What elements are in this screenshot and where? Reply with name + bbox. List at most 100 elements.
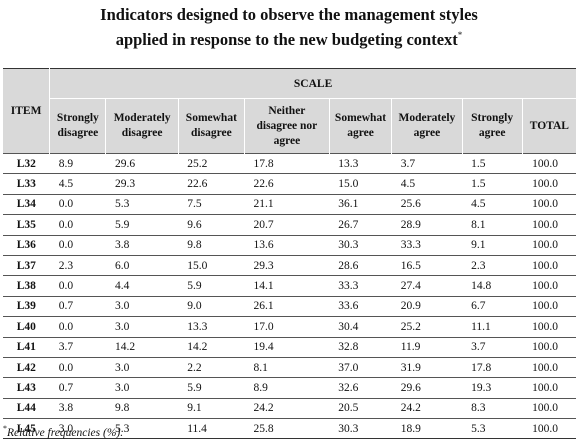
column-header: Neither disagree nor agree — [244, 98, 330, 154]
value-cell: 32.6 — [329, 377, 392, 399]
value-cell: 21.1 — [244, 193, 330, 215]
value-cell: 9.1 — [178, 397, 245, 419]
value-cell: 9.8 — [105, 397, 179, 419]
total-cell: 100.0 — [522, 152, 576, 174]
table-title-footnote-marker: * — [457, 30, 463, 40]
value-cell: 18.9 — [391, 418, 463, 440]
column-header-line: disagree — [57, 127, 99, 139]
value-cell: 17.8 — [244, 152, 330, 174]
value-cell: 5.3 — [105, 193, 179, 215]
value-cell: 33.6 — [329, 295, 392, 317]
item-cell: L38 — [3, 275, 50, 297]
value-cell: 9.6 — [178, 214, 245, 236]
value-cell: 17.0 — [244, 316, 330, 338]
value-cell: 6.7 — [462, 295, 523, 317]
value-cell: 33.3 — [391, 234, 463, 256]
table-row: L43 0.7 3.0 5.9 8.9 32.6 29.6 19.3 100.0 — [3, 377, 576, 399]
value-cell: 32.8 — [329, 336, 392, 358]
value-cell: 3.0 — [105, 356, 179, 378]
item-cell: L45 — [3, 418, 50, 440]
column-header-line: Neither — [268, 104, 306, 117]
value-cell: 31.9 — [391, 356, 463, 378]
scale-header: SCALE — [49, 68, 576, 99]
value-cell: 11.9 — [391, 336, 463, 358]
total-cell: 100.0 — [522, 234, 576, 256]
value-cell: 30.4 — [329, 316, 392, 338]
item-cell: L36 — [3, 234, 50, 256]
table-title-line-1: Indicators designed to observe the manag… — [100, 5, 478, 24]
value-cell: 0.0 — [49, 234, 106, 256]
value-cell: 14.8 — [462, 275, 523, 297]
value-cell: 20.5 — [329, 397, 392, 419]
value-cell: 33.3 — [329, 275, 392, 297]
column-header-line: agree — [413, 127, 441, 139]
value-cell: 0.0 — [49, 316, 106, 338]
item-cell: L32 — [3, 152, 50, 174]
value-cell: 25.8 — [244, 418, 330, 440]
item-cell: L33 — [3, 173, 50, 195]
value-cell: 9.0 — [178, 295, 245, 317]
value-cell: 3.8 — [105, 234, 179, 256]
value-cell: 29.6 — [391, 377, 463, 399]
column-header: Moderately agree — [391, 98, 463, 154]
value-cell: 0.0 — [49, 193, 106, 215]
column-header-line: Strongly — [56, 112, 99, 124]
value-cell: 0.0 — [49, 275, 106, 297]
item-cell: L34 — [3, 193, 50, 215]
table-title: Indicators designed to observe the manag… — [0, 4, 578, 49]
value-cell: 15.0 — [329, 173, 392, 195]
table-row: L45 3.0 5.3 11.4 25.8 30.3 18.9 5.3 100.0 — [3, 418, 576, 440]
value-cell: 30.3 — [329, 234, 392, 256]
column-header: Strongly agree — [462, 98, 523, 154]
value-cell: 8.1 — [462, 214, 523, 236]
table-title-line-2-text: applied in response to the new budgeting… — [115, 30, 458, 49]
value-cell: 20.9 — [391, 295, 463, 317]
value-cell: 4.5 — [391, 173, 463, 195]
value-cell: 0.7 — [49, 377, 106, 399]
value-cell: 8.9 — [244, 377, 330, 399]
column-header: Somewhat agree — [329, 98, 393, 154]
total-cell: 100.0 — [522, 336, 576, 358]
total-cell: 100.0 — [522, 295, 576, 317]
value-cell: 9.8 — [178, 234, 245, 256]
value-cell: 14.2 — [178, 336, 245, 358]
value-cell: 29.6 — [105, 152, 179, 174]
value-cell: 25.6 — [391, 193, 463, 215]
value-cell: 19.4 — [244, 336, 330, 358]
column-header-line: Somewhat — [185, 112, 237, 124]
value-cell: 6.0 — [105, 254, 179, 276]
value-cell: 2.2 — [178, 356, 245, 378]
value-cell: 19.3 — [462, 377, 523, 399]
value-cell: 13.3 — [178, 316, 245, 338]
value-cell: 22.6 — [178, 173, 245, 195]
table-row: L32 8.9 29.6 25.2 17.8 13.3 3.7 1.5 100.0 — [3, 152, 576, 174]
value-cell: 22.6 — [244, 173, 330, 195]
value-cell: 29.3 — [105, 173, 179, 195]
total-cell: 100.0 — [522, 173, 576, 195]
value-cell: 13.3 — [329, 152, 392, 174]
value-cell: 5.3 — [105, 418, 179, 440]
value-cell: 20.7 — [244, 214, 330, 236]
table-row: L35 0.0 5.9 9.6 20.7 26.7 28.9 8.1 100.0 — [3, 214, 576, 236]
column-header-line: agree — [273, 134, 301, 147]
item-cell: L43 — [3, 377, 50, 399]
table-row: L42 0.0 3.0 2.2 8.1 37.0 31.9 17.8 100.0 — [3, 356, 576, 378]
value-cell: 8.9 — [49, 152, 106, 174]
column-header-line: disagree nor — [256, 119, 318, 132]
item-cell: L35 — [3, 214, 50, 236]
value-cell: 8.1 — [244, 356, 330, 378]
value-cell: 3.7 — [462, 336, 523, 358]
footnote-marker: * — [3, 424, 7, 433]
value-cell: 30.3 — [329, 418, 392, 440]
value-cell: 11.1 — [462, 316, 523, 338]
value-cell: 4.5 — [462, 193, 523, 215]
item-cell: L39 — [3, 295, 50, 317]
total-cell: 100.0 — [522, 193, 576, 215]
value-cell: 5.9 — [105, 214, 179, 236]
column-header: Moderately disagree — [105, 98, 179, 154]
frequency-table: ITEM SCALE Strongly disagree Moderately dis… — [3, 68, 576, 440]
table-row: L39 0.7 3.0 9.0 26.1 33.6 20.9 6.7 100.0 — [3, 295, 576, 317]
column-header: Strongly disagree — [49, 98, 107, 154]
value-cell: 17.8 — [462, 356, 523, 378]
total-cell: 100.0 — [522, 377, 576, 399]
